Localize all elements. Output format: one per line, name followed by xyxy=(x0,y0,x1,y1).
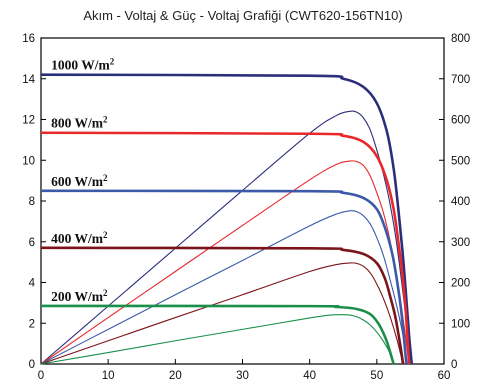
power-curve xyxy=(40,210,407,365)
current-curve xyxy=(40,304,395,365)
series-label: 400 W/m2 xyxy=(51,230,108,246)
y-tick-label: 4 xyxy=(29,278,36,290)
x-tick-label: 30 xyxy=(236,370,249,382)
y-tick-label: 12 xyxy=(22,115,35,127)
x-tick-label: 20 xyxy=(169,370,182,382)
plot-frame xyxy=(40,37,445,365)
x-tick-label: 10 xyxy=(102,370,115,382)
series-label: 1000 W/m2 xyxy=(51,57,115,73)
y-tick-label: 10 xyxy=(22,155,35,167)
current-curve xyxy=(40,131,411,365)
y-tick-label: 6 xyxy=(29,237,35,249)
y2-tick-label: 400 xyxy=(451,196,470,208)
y2-tick-label: 700 xyxy=(451,74,470,86)
y2-tick-label: 800 xyxy=(451,33,470,45)
series-label: 600 W/m2 xyxy=(51,173,108,189)
x-tick-label: 50 xyxy=(370,370,383,382)
current-curve xyxy=(40,246,405,365)
y2-tick-label: 200 xyxy=(451,278,470,290)
power-curve xyxy=(40,110,413,365)
x-tick-label: 40 xyxy=(303,370,316,382)
x-tick-label: 0 xyxy=(38,370,44,382)
y2-tick-label: 300 xyxy=(451,237,470,249)
current-curve xyxy=(40,189,408,365)
x-tick-label: 60 xyxy=(438,370,451,382)
y-tick-label: 2 xyxy=(29,318,35,330)
y-tick-label: 8 xyxy=(29,196,35,208)
series-label: 800 W/m2 xyxy=(51,115,108,131)
y2-tick-label: 0 xyxy=(451,359,457,371)
series-label: 200 W/m2 xyxy=(51,288,108,304)
y2-tick-label: 600 xyxy=(451,115,470,127)
y-tick-label: 16 xyxy=(22,33,35,45)
chart-title: Akım - Voltaj & Güç - Voltaj Grafiği (CW… xyxy=(83,8,402,23)
y-tick-label: 0 xyxy=(29,359,35,371)
power-curve xyxy=(40,262,404,365)
power-curve xyxy=(40,314,395,365)
y-tick-label: 14 xyxy=(22,74,35,86)
plot-area: 0 10 20 30 40 50 60024681012141601002003004005… xyxy=(22,33,470,382)
current-curve xyxy=(40,73,414,365)
y2-tick-label: 100 xyxy=(451,318,470,330)
y2-tick-label: 500 xyxy=(451,155,470,167)
